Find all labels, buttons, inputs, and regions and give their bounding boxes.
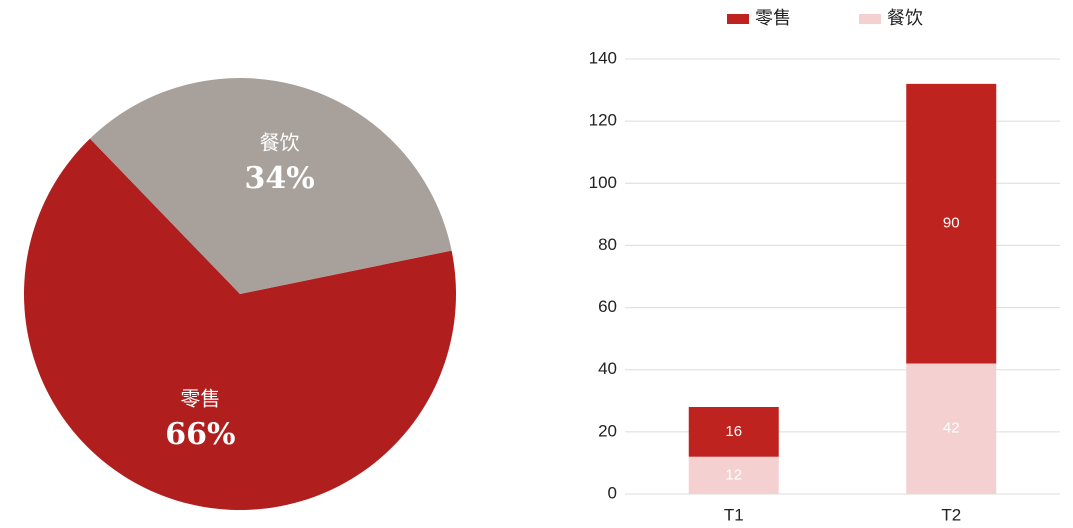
x-tick-label: T1 xyxy=(724,505,744,524)
y-tick-label: 140 xyxy=(589,48,617,67)
legend-swatch xyxy=(727,14,749,24)
y-tick-label: 100 xyxy=(589,173,617,192)
slice-value: 66% xyxy=(165,417,235,452)
legend-label: 餐饮 xyxy=(887,8,923,28)
slice-label: 餐饮 xyxy=(260,131,300,155)
data-label: 12 xyxy=(725,466,742,483)
y-tick-label: 0 xyxy=(608,483,617,502)
data-label: 90 xyxy=(943,215,960,232)
legend-label: 零售 xyxy=(755,8,791,28)
slice-label: 零售 xyxy=(180,386,220,410)
data-label: 16 xyxy=(725,423,742,440)
y-tick-label: 80 xyxy=(598,235,617,254)
y-tick-label: 120 xyxy=(589,111,617,130)
legend-swatch xyxy=(859,14,881,24)
y-tick-label: 60 xyxy=(598,297,617,316)
page: 零售 66% 餐饮 34% 0 20 40 60 80 100 120 140 T1 12 16 T2 42 90… xyxy=(0,0,1073,528)
y-tick-label: 20 xyxy=(598,421,617,440)
slice-value: 34% xyxy=(244,161,314,196)
y-tick-label: 40 xyxy=(598,359,617,378)
x-tick-label: T2 xyxy=(941,505,961,524)
data-label: 42 xyxy=(943,420,960,437)
